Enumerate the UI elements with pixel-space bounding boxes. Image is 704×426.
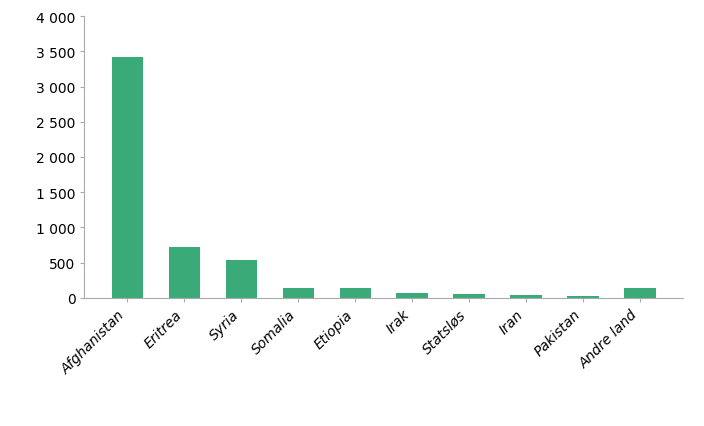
Bar bbox=[225, 260, 257, 298]
Bar bbox=[453, 295, 485, 298]
Bar bbox=[112, 58, 143, 298]
Bar bbox=[567, 296, 598, 298]
Bar bbox=[169, 248, 200, 298]
Bar bbox=[339, 288, 371, 298]
Bar bbox=[396, 293, 428, 298]
Bar bbox=[282, 288, 314, 298]
Bar bbox=[510, 295, 542, 298]
Bar bbox=[624, 288, 655, 298]
